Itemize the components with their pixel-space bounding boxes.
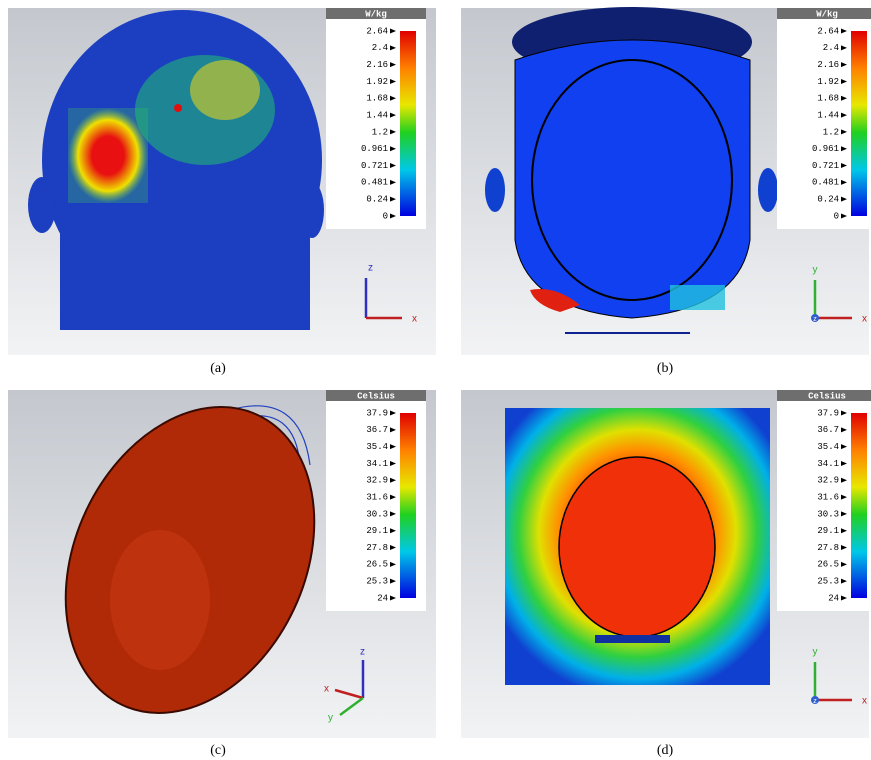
legend-tick-label: 0 xyxy=(383,211,388,221)
legend-tick-label: 1.92 xyxy=(817,77,839,87)
axis-label: y xyxy=(813,265,818,276)
figure: z x y z x z x y y z x (a) (b) (c) (d) W/… xyxy=(0,0,871,760)
legend-tick-label: 35.4 xyxy=(366,442,388,452)
legend-tick-label: 2.4 xyxy=(823,43,839,53)
legend-tick-label: 24 xyxy=(828,593,839,603)
legend-tick-label: 35.4 xyxy=(817,442,839,452)
legend-tick-label: 0.481 xyxy=(361,178,388,188)
legend-tick-label: 0.481 xyxy=(812,178,839,188)
legend-tick-label: 0.961 xyxy=(812,144,839,154)
legend-tick-label: 0 xyxy=(834,211,839,221)
legend-tick-label: 27.8 xyxy=(817,543,839,553)
color-bar xyxy=(400,31,416,216)
legend-tick-label: 32.9 xyxy=(366,476,388,486)
legend-tick-label: 29.1 xyxy=(817,526,839,536)
legend-tick-label: 31.6 xyxy=(366,492,388,502)
legend-tick-label: 26.5 xyxy=(366,560,388,570)
legend-tick-label: 30.3 xyxy=(817,509,839,519)
legend-tick-label: 1.68 xyxy=(366,94,388,104)
legend-tick-label: 0.24 xyxy=(366,195,388,205)
legend-tick-label: 2.16 xyxy=(366,60,388,70)
color-bar xyxy=(400,413,416,598)
axis-label: z xyxy=(813,316,817,323)
legend-unit: W/kg xyxy=(816,9,838,19)
axis-label: x xyxy=(862,314,867,325)
axis-label: y xyxy=(813,647,818,658)
legend-tick-label: 24 xyxy=(377,593,388,603)
axis-label: x xyxy=(412,314,417,325)
legend-tick-label: 0.721 xyxy=(812,161,839,171)
legend-tick-label: 2.16 xyxy=(817,60,839,70)
legend-tick-label: 36.7 xyxy=(366,425,388,435)
caption: (c) xyxy=(210,743,226,758)
legend-tick-label: 2.64 xyxy=(817,26,839,36)
axis-label: z xyxy=(360,647,365,658)
axis-label: x xyxy=(862,696,867,707)
legend-tick-label: 30.3 xyxy=(366,509,388,519)
legend-tick-label: 1.92 xyxy=(366,77,388,87)
axis-label: z xyxy=(368,263,373,274)
legend-tick-label: 34.1 xyxy=(366,459,388,469)
legend-tick-label: 25.3 xyxy=(817,577,839,587)
axis-label: y xyxy=(328,713,333,724)
legend-tick-label: 36.7 xyxy=(817,425,839,435)
legend-tick-label: 1.44 xyxy=(366,110,388,120)
legend-tick-label: 0.961 xyxy=(361,144,388,154)
color-bar xyxy=(851,31,867,216)
caption: (a) xyxy=(210,361,226,376)
legend-tick-label: 32.9 xyxy=(817,476,839,486)
caption: (d) xyxy=(657,743,674,758)
legend-tick-label: 29.1 xyxy=(366,526,388,536)
legend-unit: Celsius xyxy=(808,391,846,401)
legend-tick-label: 2.4 xyxy=(372,43,388,53)
legend-tick-label: 0.24 xyxy=(817,195,839,205)
legend-tick-label: 27.8 xyxy=(366,543,388,553)
legend-tick-label: 34.1 xyxy=(817,459,839,469)
legend-tick-label: 1.2 xyxy=(372,127,388,137)
legend-unit: Celsius xyxy=(357,391,395,401)
axis-label: x xyxy=(324,684,329,695)
legend-tick-label: 25.3 xyxy=(366,577,388,587)
caption: (b) xyxy=(657,361,674,376)
legend-tick-label: 0.721 xyxy=(361,161,388,171)
legend-tick-label: 37.9 xyxy=(817,408,839,418)
legend-tick-label: 1.2 xyxy=(823,127,839,137)
color-bar xyxy=(851,413,867,598)
legend-unit: W/kg xyxy=(365,9,387,19)
legend-tick-label: 2.64 xyxy=(366,26,388,36)
legend-tick-label: 1.68 xyxy=(817,94,839,104)
legend-tick-label: 31.6 xyxy=(817,492,839,502)
legend-tick-label: 37.9 xyxy=(366,408,388,418)
legend-tick-label: 26.5 xyxy=(817,560,839,570)
legend-tick-label: 1.44 xyxy=(817,110,839,120)
axis-label: z xyxy=(813,698,817,705)
